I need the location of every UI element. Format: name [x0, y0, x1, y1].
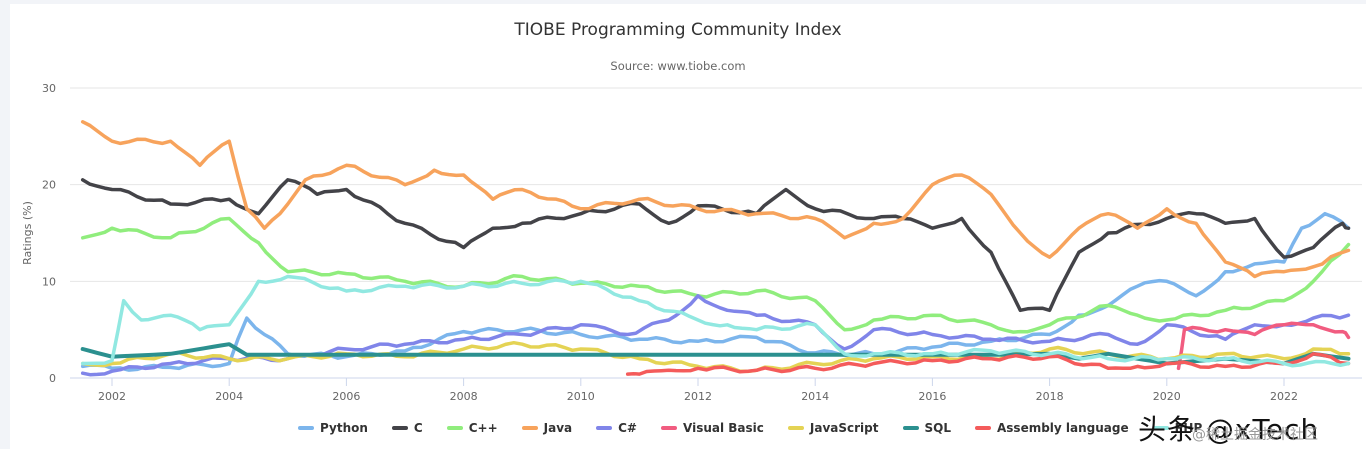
legend-label: Visual Basic [683, 421, 764, 435]
series-line-assembly-language [625, 352, 1351, 376]
series-line-c- [80, 216, 1351, 334]
series-line-python [80, 211, 1351, 372]
legend-swatch [1152, 426, 1169, 430]
legend-swatch [787, 426, 804, 430]
series-line-java [80, 120, 1351, 279]
x-tick-label: 2020 [1153, 390, 1181, 403]
legend-label: Python [320, 421, 368, 435]
y-axis-label: Ratings (%) [21, 201, 34, 265]
legend: Python C C++ Java C# Visual Basic JavaScript SQ… [298, 421, 1226, 435]
x-tick-label: 2022 [1270, 390, 1298, 403]
legend-item-java[interactable]: Java [521, 421, 573, 435]
y-tick-label: 0 [49, 372, 56, 385]
line-chart: 0 10 20 30 2002 2004 2006 2008 2010 2012 2014 2016 2… [21, 82, 1362, 403]
legend-label: SQL [924, 421, 952, 435]
legend-swatch [298, 426, 314, 430]
watermark-text: 头条 @xTech [1138, 413, 1320, 446]
legend-swatch [661, 426, 677, 430]
series-line-c [80, 178, 1351, 313]
legend-item-php[interactable]: PHP [1152, 421, 1203, 435]
x-tick-label: 2014 [801, 390, 829, 403]
x-tick-label: 2004 [215, 390, 243, 403]
y-tick-label: 20 [42, 179, 56, 192]
series-line-php [80, 274, 1351, 368]
legend-label: PHP [1174, 421, 1203, 435]
y-tick-label: 10 [42, 275, 56, 288]
legend-item-assembly-language[interactable]: Assembly language [975, 421, 1129, 435]
x-tick-label: 2016 [918, 390, 946, 403]
legend-item-javascript[interactable]: JavaScript [787, 421, 879, 435]
legend-swatch [596, 426, 613, 430]
legend-label: C++ [468, 421, 498, 435]
watermark-subtext: @稀土掘金技术社区 [1192, 427, 1318, 443]
x-tick-label: 2010 [567, 390, 595, 403]
legend-swatch [902, 426, 919, 430]
x-tick-label: 2008 [450, 390, 478, 403]
y-tick-label: 30 [42, 82, 56, 95]
legend-label: C [413, 421, 423, 435]
series-line-sql [80, 342, 1351, 366]
legend-label: C# [618, 421, 637, 435]
legend-item-c[interactable]: C [391, 421, 423, 435]
series-line-visual-basic [1176, 321, 1351, 371]
legend-item-visual-basic[interactable]: Visual Basic [661, 421, 764, 435]
legend-swatch [391, 426, 408, 430]
x-tick-label: 2018 [1036, 390, 1064, 403]
legend-swatch [975, 426, 991, 430]
watermark: 头条 @xTech @稀土掘金技术社区 [1138, 408, 1319, 448]
chart-title: TIOBE Programming Community Index [514, 20, 842, 40]
x-tick-label: 2012 [684, 390, 712, 403]
legend-label: JavaScript [809, 421, 879, 435]
x-tick-label: 2002 [98, 390, 126, 403]
legend-item-c-[interactable]: C# [596, 421, 637, 435]
x-tick-label: 2006 [332, 390, 360, 403]
legend-swatch [446, 426, 463, 430]
legend-swatch [521, 426, 538, 430]
chart-subtitle: Source: www.tiobe.com [610, 59, 746, 73]
chart-card: TIOBE Programming Community Index Source… [10, 4, 1366, 449]
legend-item-python[interactable]: Python [298, 421, 368, 435]
legend-label: Assembly language [997, 421, 1129, 435]
legend-item-c-[interactable]: C++ [446, 421, 498, 435]
legend-label: Java [543, 421, 573, 435]
legend-item-sql[interactable]: SQL [902, 421, 952, 435]
